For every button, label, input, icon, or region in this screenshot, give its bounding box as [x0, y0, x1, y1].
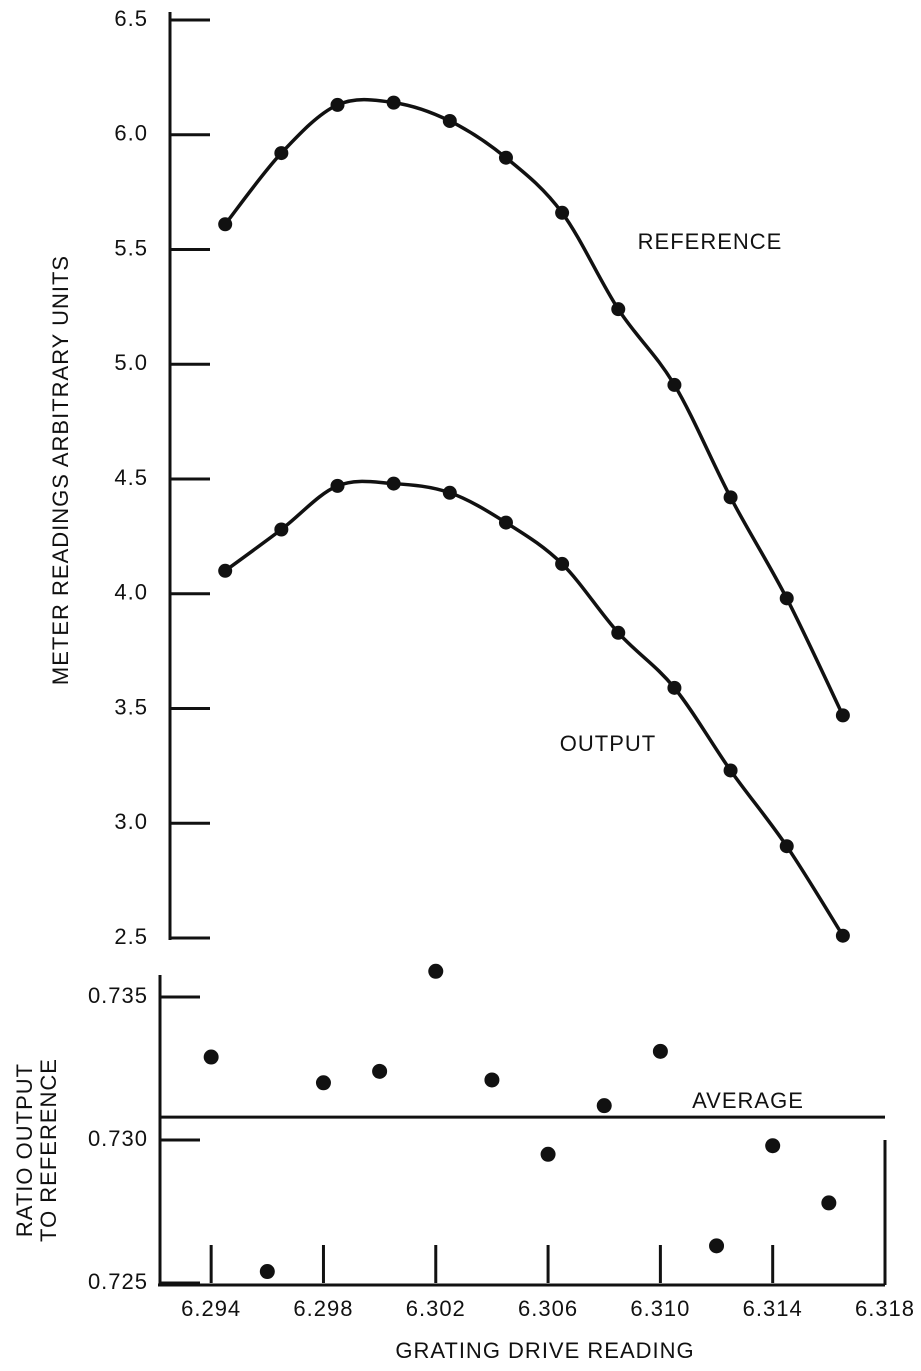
x-tick-label: 6.302 [406, 1296, 466, 1321]
data-point [259, 1264, 275, 1280]
x-tick-label: 6.298 [293, 1296, 353, 1321]
data-point [386, 95, 401, 110]
y-tick-label: 0.735 [88, 983, 148, 1008]
data-point [611, 302, 626, 317]
data-point [835, 708, 850, 723]
data-point [611, 625, 626, 640]
x-axis-label: GRATING DRIVE READING [395, 1338, 694, 1363]
data-point [330, 478, 345, 493]
y-tick-label: 3.5 [114, 694, 148, 719]
data-point [442, 113, 457, 128]
y-tick-label: 0.725 [88, 1269, 148, 1294]
data-point [274, 146, 289, 161]
data-point [442, 485, 457, 500]
y-axis-label: METER READINGS ARBITRARY UNITS [48, 255, 73, 685]
data-point [821, 1195, 837, 1211]
data-point [555, 556, 570, 571]
data-point [652, 1043, 668, 1059]
data-point [498, 150, 513, 165]
y-tick-label: 4.5 [114, 465, 148, 490]
data-point [498, 515, 513, 530]
data-point [315, 1075, 331, 1091]
data-point [203, 1049, 219, 1065]
data-point [765, 1138, 781, 1154]
x-tick-label: 6.314 [743, 1296, 803, 1321]
data-point [723, 490, 738, 505]
y-tick-label: 2.5 [114, 924, 148, 949]
data-point [484, 1072, 500, 1088]
data-point [667, 377, 682, 392]
data-point [779, 591, 794, 606]
data-point [779, 839, 794, 854]
series-label: OUTPUT [560, 731, 656, 756]
data-point [274, 522, 289, 537]
data-point [386, 476, 401, 491]
y-axis-label: RATIO OUTPUT [12, 1063, 37, 1237]
series-line [224, 479, 845, 937]
data-point [330, 97, 345, 112]
data-point [835, 928, 850, 943]
series-line [223, 97, 845, 717]
y-tick-label: 6.5 [114, 6, 148, 31]
series-label: REFERENCE [638, 229, 783, 254]
y-tick-label: 4.0 [114, 580, 148, 605]
data-point [555, 205, 570, 220]
x-tick-label: 6.318 [855, 1296, 915, 1321]
y-tick-label: 0.730 [88, 1126, 148, 1151]
data-point [428, 963, 444, 979]
y-tick-label: 6.0 [114, 121, 148, 146]
x-tick-label: 6.294 [181, 1296, 241, 1321]
data-point [218, 563, 233, 578]
y-tick-label: 3.0 [114, 809, 148, 834]
data-point [709, 1238, 725, 1254]
data-point [596, 1098, 612, 1114]
data-point [540, 1146, 556, 1162]
y-tick-label: 5.5 [114, 235, 148, 260]
x-tick-label: 6.306 [518, 1296, 578, 1321]
y-tick-label: 5.0 [114, 350, 148, 375]
average-label: AVERAGE [692, 1088, 804, 1113]
data-point [667, 680, 682, 695]
data-point [218, 217, 233, 232]
y-axis-label: TO REFERENCE [36, 1058, 61, 1242]
data-point [372, 1063, 388, 1079]
data-point [723, 763, 738, 778]
x-tick-label: 6.310 [630, 1296, 690, 1321]
